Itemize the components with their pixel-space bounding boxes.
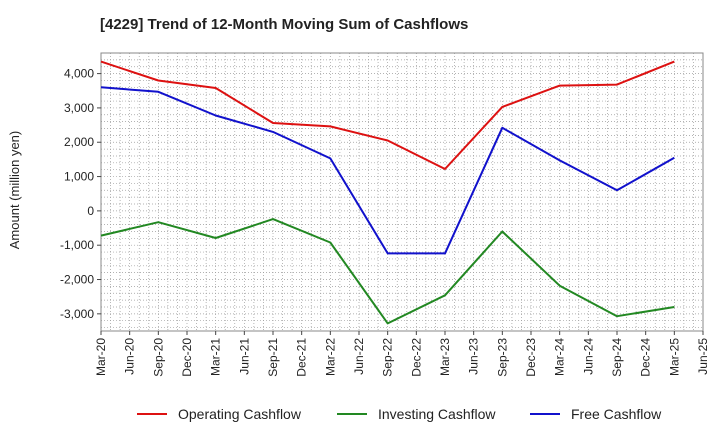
x-tick-label: Mar-21 — [209, 338, 223, 376]
x-tick-label: Dec-20 — [180, 338, 194, 377]
x-tick-label: Sep-24 — [610, 338, 624, 377]
y-tick-label: -2,000 — [60, 273, 94, 287]
x-tick-label: Mar-20 — [94, 338, 108, 376]
x-tick-label: Dec-24 — [639, 338, 653, 377]
x-tick-label: Mar-24 — [553, 338, 567, 376]
plot-frame — [100, 52, 704, 332]
y-tick-label: 4,000 — [64, 67, 94, 81]
x-tick-label: Dec-21 — [295, 338, 309, 377]
x-tick-label: Mar-23 — [438, 338, 452, 376]
x-tick-label: Jun-25 — [696, 338, 710, 375]
x-tick-label: Sep-23 — [495, 338, 509, 377]
y-tick-label: 0 — [87, 204, 94, 218]
y-axis-ticks: 4,000 3,000 2,000 1,000 0 -1,000 -2,000 -3,000 — [60, 67, 101, 321]
series-line-operating-cashflow — [100, 60, 675, 170]
grid — [100, 52, 704, 331]
y-tick-label: -3,000 — [60, 307, 94, 321]
y-axis-label: Amount (million yen) — [7, 131, 22, 250]
x-tick-label: Sep-21 — [266, 338, 280, 377]
x-axis-ticks: Mar-20 Jun-20 Sep-20 Dec-20 Mar-21 Jun-21 Sep-… — [94, 331, 710, 377]
series-line-free-cashflow — [100, 86, 675, 255]
x-tick-label: Jun-21 — [237, 338, 251, 375]
x-tick-label: Sep-22 — [381, 338, 395, 377]
x-tick-label: Mar-22 — [323, 338, 337, 376]
x-tick-label: Jun-20 — [123, 338, 137, 375]
x-tick-label: Jun-22 — [352, 338, 366, 375]
y-tick-label: -1,000 — [60, 238, 94, 252]
x-tick-label: Dec-22 — [409, 338, 423, 377]
x-tick-label: Jun-24 — [581, 338, 595, 375]
legend-label: Free Cashflow — [571, 406, 662, 422]
series-group — [100, 60, 675, 325]
x-tick-label: Jun-23 — [467, 338, 481, 375]
x-tick-label: Dec-23 — [524, 338, 538, 377]
legend-label: Investing Cashflow — [378, 406, 496, 422]
chart-title: [4229] Trend of 12-Month Moving Sum of C… — [100, 16, 468, 33]
y-tick-label: 2,000 — [64, 135, 94, 149]
x-tick-label: Sep-20 — [151, 338, 165, 377]
y-tick-label: 1,000 — [64, 170, 94, 184]
y-tick-label: 3,000 — [64, 101, 94, 115]
legend-label: Operating Cashflow — [178, 406, 302, 422]
x-tick-label: Mar-25 — [667, 338, 681, 376]
legend: Operating Cashflow Investing Cashflow Free… — [137, 406, 662, 422]
series-line-investing-cashflow — [100, 218, 675, 325]
